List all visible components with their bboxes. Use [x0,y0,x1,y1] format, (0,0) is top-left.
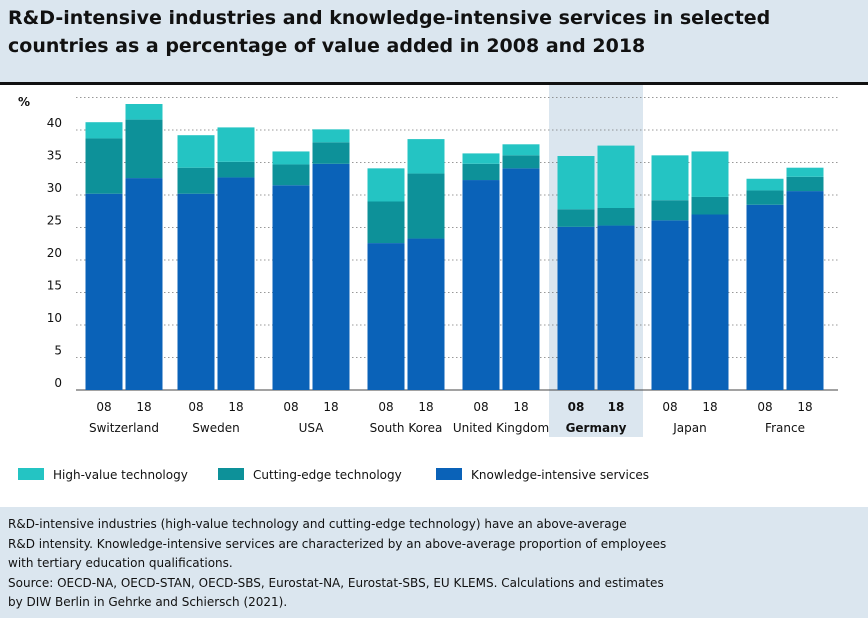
chart-notes: R&D-intensive industries (high-value tec… [8,515,858,613]
bar-segment [557,209,595,227]
bar-segment [462,180,500,390]
x-tick-label: 08 [568,400,585,414]
bar-segment [557,156,595,210]
country-label: Japan [672,421,706,435]
x-tick-label: 08 [378,400,393,414]
x-tick-label: 18 [797,400,812,414]
bar-segment [367,243,405,390]
bar-segment [177,167,215,194]
legend-label: Cutting-edge technology [253,468,402,482]
note-line: with tertiary education qualifications. [8,556,233,570]
x-tick-label: 08 [662,400,677,414]
stacked-bar-chart: 0 5 10 15 20 25 30 35 40% 08 18 Switzerland 08 18 Swed… [18,85,838,482]
bar-segment [367,168,405,202]
x-tick-label: 08 [96,400,111,414]
bar-segment [597,225,635,390]
bar-segment [462,163,500,181]
y-tick-label: 20 [47,246,62,260]
bar-segment [407,139,445,174]
x-tick-label: 08 [473,400,488,414]
country-label: USA [299,421,325,435]
bar-segment [746,178,784,191]
bar-segment [786,191,824,390]
note-line: R&D-intensive industries (high-value tec… [8,517,627,531]
bar-segment [597,145,635,208]
y-axis-label: % [18,95,30,109]
bar-segment [597,208,635,226]
bar-segment [272,151,310,165]
legend-swatch [436,468,462,480]
bar-segment [125,104,163,120]
bar-segment [272,185,310,390]
bar-segment [651,200,689,221]
country-label: Switzerland [89,421,159,435]
bar-segment [312,163,350,390]
bar-segment [217,127,255,162]
x-tick-label: 08 [757,400,772,414]
bar-segment [407,173,445,239]
bar-segment [125,119,163,179]
bar-segment [746,190,784,205]
legend-label: High-value technology [53,468,188,482]
note-line: Source: OECD-NA, OECD-STAN, OECD-SBS, Eu… [8,575,664,590]
note-line: R&D intensity. Knowledge-intensive servi… [8,536,667,551]
bar-segment [217,161,255,178]
bar-segment [125,178,163,390]
bar-segment [786,167,824,177]
bar-segment [85,122,123,139]
x-tick-label: 18 [702,400,717,414]
legend-swatch [218,468,244,480]
country-label: Germany [566,421,627,435]
bar-segment [502,155,540,169]
bar-segment [177,193,215,390]
bar-segment [502,168,540,390]
x-tick-label: 18 [513,400,528,414]
note-line: by DIW Berlin in Gehrke and Schiersch (2… [8,595,288,609]
bar-segment [312,142,350,164]
bar-segment [651,220,689,390]
y-tick-label: 10 [47,311,62,325]
y-tick-label: 25 [47,214,62,228]
x-tick-label: 18 [608,400,625,414]
chart-title: R&D-intensive industries and knowledge-i… [8,7,771,57]
chart-panel: 0 5 10 15 20 25 30 35 40% 08 18 Switzerland 08 18 Swed… [0,82,868,507]
bar-segment [85,193,123,390]
y-tick-label: 40 [47,116,62,130]
x-tick-label: 08 [188,400,203,414]
bar-segment [217,177,255,390]
x-tick-label: 18 [323,400,338,414]
legend-label: Knowledge-intensive services [471,468,649,482]
y-tick-label: 5 [54,344,62,358]
bar-segment [691,151,729,197]
bar-segment [691,196,729,215]
y-tick-label: 35 [47,149,62,163]
bar-segment [312,129,350,143]
x-tick-label: 08 [283,400,298,414]
bar-segment [367,201,405,244]
bar-segment [462,153,500,164]
legend-swatch [18,468,44,480]
x-tick-label: 18 [136,400,151,414]
bar-segment [691,214,729,390]
y-tick-label: 15 [47,279,62,293]
country-label: Sweden [192,421,239,435]
bar-segment [651,155,689,201]
country-label: United Kingdom [453,421,549,435]
bar-segment [177,135,215,168]
bar-segment [85,138,123,194]
bar-segment [557,226,595,390]
y-tick-label: 0 [54,376,62,390]
country-label: South Korea [370,421,443,435]
bar-segment [407,238,445,390]
bar-segment [272,164,310,186]
x-tick-label: 18 [418,400,433,414]
x-tick-label: 18 [228,400,243,414]
country-label: France [765,421,805,435]
y-tick-label: 30 [47,181,62,195]
bar-segment [502,144,540,156]
bar-segment [786,176,824,192]
bar-segment [746,204,784,390]
